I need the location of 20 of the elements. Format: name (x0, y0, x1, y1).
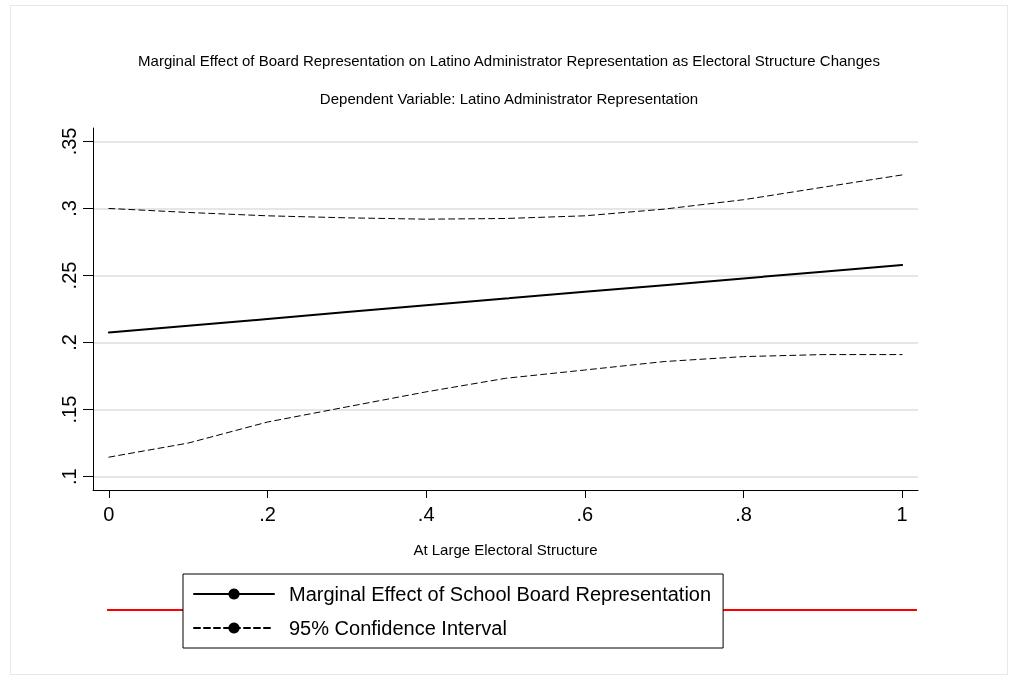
x-tick-label: 0 (103, 503, 115, 525)
y-tick-label: .15 (58, 395, 80, 424)
chart-title: Marginal Effect of Board Representation on Latino Administrator Representation as Electoral Structure Changes (138, 52, 880, 69)
line-series (108, 174, 903, 220)
x-tick-label: 1 (896, 503, 908, 525)
line-series (108, 354, 903, 458)
y-tick-label: .25 (58, 261, 80, 290)
x-tick-label: .8 (735, 503, 752, 525)
x-axis-title: At Large Electoral Structure (413, 541, 598, 558)
legend-label: Marginal Effect of School Board Representation (289, 583, 712, 605)
y-tick-label: .2 (58, 334, 80, 351)
line-series (107, 264, 904, 334)
chart-subtitle: Dependent Variable: Latino Administrator Representation (319, 90, 699, 107)
x-tick-label: .4 (417, 503, 435, 525)
legend-label: 95% Confidence Interval (289, 617, 507, 639)
y-tick-label: .35 (58, 127, 80, 156)
y-tick-label: .1 (58, 468, 80, 485)
y-tick-label: .3 (58, 200, 80, 217)
x-tick-label: .6 (576, 503, 594, 525)
x-tick-label: .2 (259, 503, 276, 525)
